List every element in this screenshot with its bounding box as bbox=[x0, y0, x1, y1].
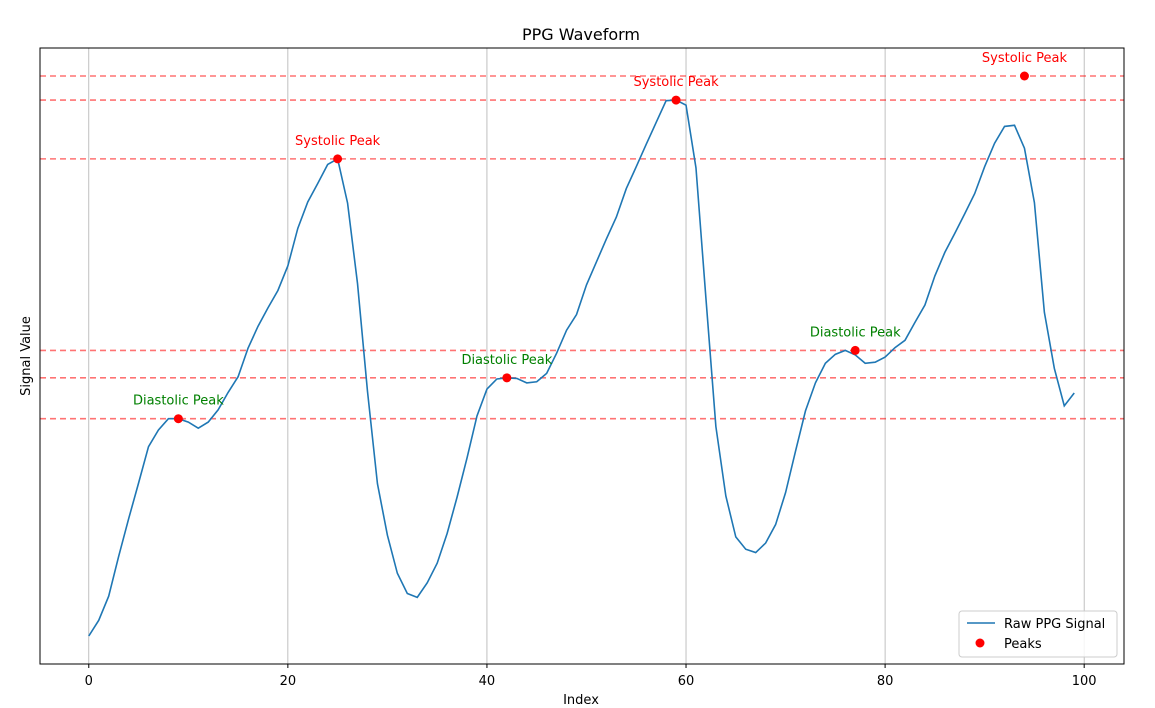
legend-dot-swatch bbox=[975, 638, 985, 648]
x-tick-label-0: 0 bbox=[85, 674, 93, 689]
peak-marker-5 bbox=[1019, 71, 1029, 81]
peak-reference-lines bbox=[40, 75, 1124, 420]
peak-label-systolic-3: Systolic Peak bbox=[633, 75, 719, 90]
chart-title: PPG Waveform bbox=[522, 25, 640, 44]
peak-label-systolic-5: Systolic Peak bbox=[982, 51, 1068, 66]
x-axis-label: Index bbox=[563, 693, 599, 708]
legend: Raw PPG Signal Peaks bbox=[958, 610, 1118, 658]
legend-label-signal: Raw PPG Signal bbox=[1004, 617, 1105, 632]
peak-marker-3 bbox=[671, 95, 681, 105]
x-tick-label-40: 40 bbox=[479, 674, 496, 689]
peak-marker-2 bbox=[502, 373, 512, 383]
peak-label-systolic-1: Systolic Peak bbox=[295, 134, 381, 149]
x-tick-label-100: 100 bbox=[1072, 674, 1097, 689]
peak-marker-0 bbox=[173, 414, 183, 424]
x-axis-ticks: 0 20 40 60 80 100 bbox=[85, 664, 1097, 689]
series-line-raw-ppg bbox=[88, 99, 1075, 637]
legend-label-peaks: Peaks bbox=[1004, 637, 1042, 652]
x-tick-label-80: 80 bbox=[877, 674, 894, 689]
peak-marker-4 bbox=[850, 345, 860, 355]
peak-marker-1 bbox=[333, 154, 343, 164]
peak-label-diastolic-0: Diastolic Peak bbox=[133, 394, 224, 409]
y-axis-label: Signal Value bbox=[19, 316, 34, 396]
legend-box bbox=[958, 610, 1118, 658]
grid-lines bbox=[88, 48, 1085, 664]
x-tick-label-60: 60 bbox=[678, 674, 695, 689]
plot-area-frame bbox=[39, 47, 1125, 665]
peak-label-diastolic-2: Diastolic Peak bbox=[461, 353, 552, 368]
peak-markers bbox=[173, 71, 1029, 424]
peak-annotations: Diastolic Peak Systolic Peak Diastolic Pea… bbox=[133, 51, 1068, 409]
x-tick-label-20: 20 bbox=[280, 674, 297, 689]
peak-label-diastolic-4: Diastolic Peak bbox=[810, 325, 901, 340]
